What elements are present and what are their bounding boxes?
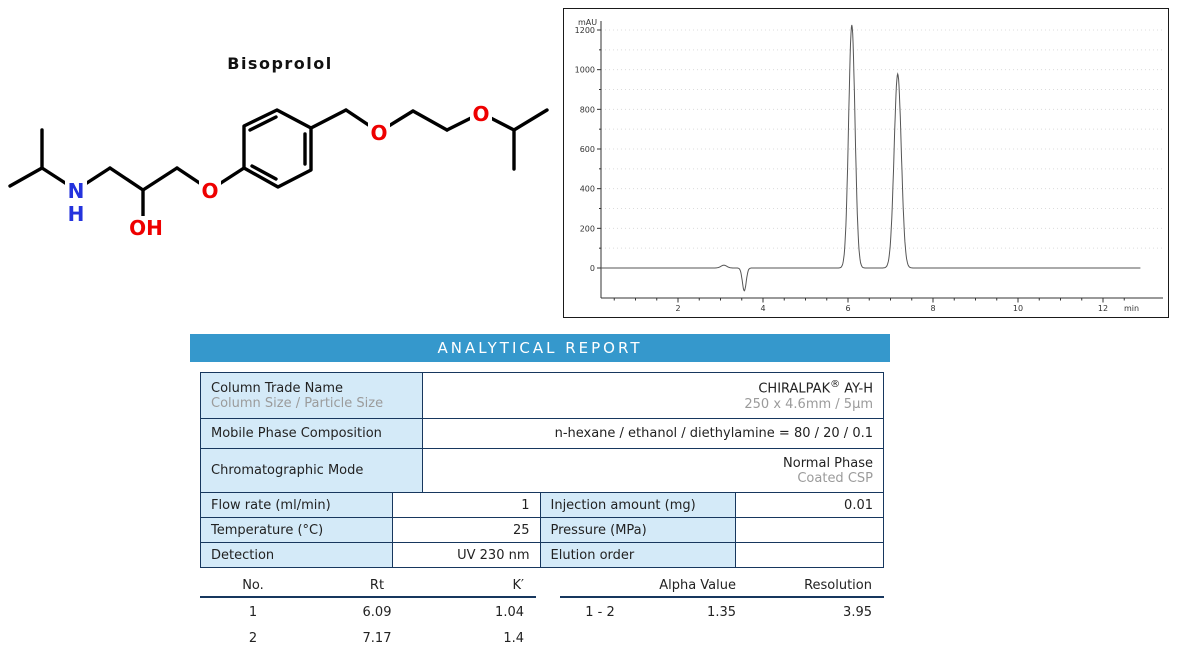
svg-text:0: 0	[590, 264, 595, 273]
ether-oxygen-3-label: O	[472, 102, 489, 126]
csp-type-value: Coated CSP	[797, 470, 873, 486]
svg-text:1200: 1200	[575, 26, 595, 35]
column-size-value: 250 x 4.6mm / 5µm	[744, 396, 873, 412]
svg-text:8: 8	[930, 304, 935, 313]
detection-value: UV 230 nm	[391, 542, 541, 568]
peaks-results-table: No. Rt K′ 1 6.09 1.04 2 7.17 1.4	[200, 578, 536, 650]
peaks-table-header: No. Rt K′	[200, 578, 536, 598]
peak-rt: 6.09	[362, 604, 392, 620]
chromatographic-mode-value: Normal Phase	[783, 455, 873, 471]
svg-text:10: 10	[1013, 304, 1023, 313]
peak-no: 1	[248, 604, 258, 620]
report-header: ANALYTICAL REPORT	[190, 334, 890, 362]
svg-text:1000: 1000	[575, 66, 595, 75]
svg-text:4: 4	[760, 304, 765, 313]
chromatogram-panel: 0 200 400 600 800 1000 1200 mAU 2 4 6 8 10 12 min	[563, 8, 1169, 318]
table-row: Column Trade Name Column Size / Particle…	[200, 372, 884, 419]
rt-header: Rt	[369, 578, 385, 593]
registered-mark: ®	[830, 379, 841, 391]
column-trade-name-value: CHIRALPAK® AY-H	[758, 379, 873, 397]
svg-text:mAU: mAU	[578, 18, 597, 27]
flow-rate-value: 1	[391, 492, 541, 518]
svg-text:600: 600	[580, 145, 595, 154]
column-size-label: Column Size / Particle Size	[211, 395, 384, 411]
pressure-value	[735, 517, 884, 543]
alpha-header: Alpha Value	[659, 578, 736, 593]
svg-text:min: min	[1124, 304, 1139, 313]
peak-kprime: 1.04	[495, 604, 524, 620]
mobile-phase-value: n-hexane / ethanol / diethylamine = 80 /…	[422, 418, 884, 449]
no-header: No.	[242, 578, 264, 593]
kprime-header: K′	[512, 578, 524, 593]
ether-oxygen-2-label: O	[370, 121, 387, 145]
benzene-ring	[242, 108, 313, 189]
peak-rt: 7.17	[362, 630, 392, 646]
separation-table-header: Alpha Value Resolution	[560, 578, 884, 598]
temperature-label: Temperature (°C)	[200, 517, 393, 543]
nh-hydrogen-label: H	[68, 202, 85, 226]
table-row: Temperature (°C) 25 Pressure (MPa)	[200, 517, 884, 543]
resolution-header: Resolution	[804, 578, 872, 593]
svg-text:400: 400	[580, 185, 595, 194]
svg-text:12: 12	[1098, 304, 1108, 313]
table-row: Mobile Phase Composition n-hexane / etha…	[200, 418, 884, 449]
mobile-phase-label: Mobile Phase Composition	[200, 418, 423, 449]
nitrogen-label: N	[68, 179, 85, 203]
table-row: 1 - 2 1.35 3.95	[560, 600, 884, 624]
table-row: Detection UV 230 nm Elution order	[200, 542, 884, 568]
bond-lines	[8, 108, 549, 220]
elution-order-label: Elution order	[539, 542, 737, 568]
separation-results-table: Alpha Value Resolution 1 - 2 1.35 3.95	[560, 578, 884, 624]
table-row: 1 6.09 1.04	[200, 600, 536, 624]
svg-text:800: 800	[580, 105, 595, 114]
flow-rate-label: Flow rate (ml/min)	[200, 492, 393, 518]
atom-label-backgrounds	[65, 102, 492, 238]
signal-trace	[601, 24, 1141, 292]
molecule-structure: N H OH O O O	[0, 20, 560, 255]
column-info-table: Column Trade Name Column Size / Particle…	[200, 372, 884, 493]
pressure-label: Pressure (MPa)	[539, 517, 737, 543]
temperature-value: 25	[391, 517, 541, 543]
table-row: 2 7.17 1.4	[200, 626, 536, 650]
resolution-value: 3.95	[843, 604, 872, 620]
peak-pair: 1 - 2	[585, 604, 615, 620]
aryl-ether-oxygen-label: O	[201, 179, 218, 203]
elution-order-value	[735, 542, 884, 568]
molecule-title: Bisoprolol	[227, 54, 333, 73]
chromatographic-mode-value-cell: Normal Phase Coated CSP	[422, 448, 884, 493]
injection-amount-value: 0.01	[735, 492, 884, 518]
detection-label: Detection	[200, 542, 393, 568]
run-parameters-table: Flow rate (ml/min) 1 Injection amount (m…	[200, 492, 884, 568]
molecule-drawing: N H OH O O O	[8, 102, 549, 240]
table-row: Flow rate (ml/min) 1 Injection amount (m…	[200, 492, 884, 518]
peak-kprime: 1.4	[503, 630, 524, 646]
svg-text:200: 200	[580, 224, 595, 233]
injection-amount-label: Injection amount (mg)	[539, 492, 737, 518]
svg-text:6: 6	[845, 304, 850, 313]
column-trade-name-value-cell: CHIRALPAK® AY-H 250 x 4.6mm / 5µm	[422, 372, 884, 419]
chromatographic-mode-label: Chromatographic Mode	[200, 448, 423, 493]
alpha-value: 1.35	[707, 604, 736, 620]
svg-text:2: 2	[675, 304, 680, 313]
table-row: Chromatographic Mode Normal Phase Coated…	[200, 448, 884, 493]
hydroxyl-label: OH	[129, 216, 163, 240]
column-trade-name-label-cell: Column Trade Name Column Size / Particle…	[200, 372, 423, 419]
column-trade-name-label: Column Trade Name	[211, 380, 343, 396]
peak-no: 2	[248, 630, 258, 646]
